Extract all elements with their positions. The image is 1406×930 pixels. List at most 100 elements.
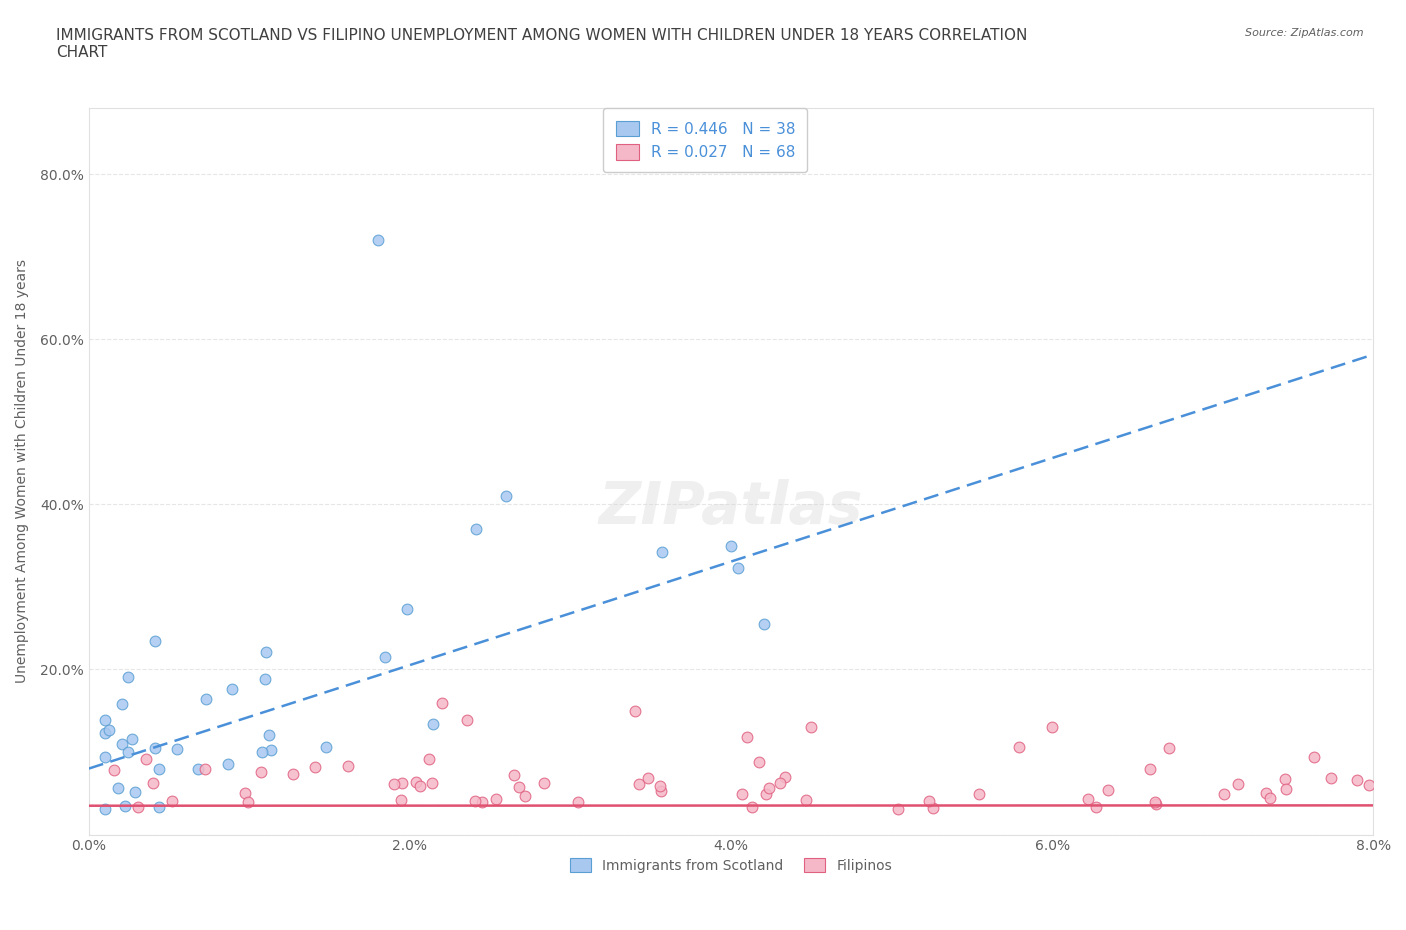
Point [1144, 796, 1167, 811]
Point [94, 802, 117, 817]
Point [752, 617, 775, 631]
Point [148, 800, 170, 815]
Point [148, 762, 170, 777]
Point [465, 522, 488, 537]
Point [741, 800, 763, 815]
Point [1084, 800, 1107, 815]
Point [735, 730, 758, 745]
Point [127, 799, 149, 814]
Point [217, 757, 239, 772]
Point [1254, 785, 1277, 800]
Point [1260, 790, 1282, 805]
Point [720, 538, 742, 553]
Point [94, 726, 117, 741]
Point [422, 717, 444, 732]
Point [110, 697, 132, 711]
Point [283, 767, 305, 782]
Point [107, 780, 129, 795]
Point [637, 770, 659, 785]
Point [1227, 777, 1250, 791]
Point [315, 739, 337, 754]
Point [253, 672, 276, 687]
Point [94, 713, 117, 728]
Y-axis label: Unemployment Among Women with Children Under 18 years: Unemployment Among Women with Children U… [15, 259, 30, 684]
Point [430, 695, 453, 710]
Point [114, 799, 136, 814]
Point [187, 762, 209, 777]
Point [515, 789, 537, 804]
Point [456, 712, 478, 727]
Point [391, 776, 413, 790]
Point [650, 778, 672, 793]
Point [650, 784, 672, 799]
Point [651, 544, 673, 559]
Point [758, 780, 780, 795]
Point [418, 751, 440, 766]
Point [918, 794, 941, 809]
Point [135, 751, 157, 766]
Point [1144, 794, 1167, 809]
Point [727, 561, 749, 576]
Point [1275, 782, 1298, 797]
Point [422, 776, 444, 790]
Point [502, 767, 524, 782]
Text: ZIPatlas: ZIPatlas [599, 479, 863, 536]
Point [796, 792, 818, 807]
Point [389, 792, 412, 807]
Point [921, 800, 943, 815]
Point [145, 741, 167, 756]
Point [1139, 762, 1161, 777]
Point [194, 762, 217, 777]
Point [1077, 791, 1099, 806]
Point [405, 774, 427, 789]
Point [367, 232, 389, 247]
Point [409, 778, 432, 793]
Point [887, 802, 910, 817]
Point [748, 754, 770, 769]
Point [304, 759, 326, 774]
Point [110, 737, 132, 751]
Point [1213, 787, 1236, 802]
Point [221, 682, 243, 697]
Point [250, 745, 273, 760]
Point [627, 777, 650, 791]
Legend: Immigrants from Scotland, Filipinos: Immigrants from Scotland, Filipinos [565, 853, 897, 879]
Point [755, 787, 778, 802]
Point [1008, 739, 1031, 754]
Point [485, 791, 508, 806]
Point [800, 720, 823, 735]
Point [160, 793, 183, 808]
Point [623, 703, 645, 718]
Point [374, 650, 396, 665]
Point [236, 795, 259, 810]
Point [124, 784, 146, 799]
Point [1358, 777, 1381, 792]
Point [567, 794, 589, 809]
Point [1320, 771, 1343, 786]
Point [143, 633, 166, 648]
Point [1097, 783, 1119, 798]
Point [1375, 795, 1398, 810]
Point [730, 787, 752, 802]
Point [1346, 773, 1368, 788]
Point [233, 786, 256, 801]
Point [396, 602, 419, 617]
Text: IMMIGRANTS FROM SCOTLAND VS FILIPINO UNEMPLOYMENT AMONG WOMEN WITH CHILDREN UNDE: IMMIGRANTS FROM SCOTLAND VS FILIPINO UNE… [56, 28, 1028, 60]
Point [195, 691, 218, 706]
Point [249, 764, 271, 779]
Point [117, 670, 139, 684]
Point [103, 763, 125, 777]
Point [1303, 750, 1326, 764]
Point [142, 775, 165, 790]
Point [1274, 772, 1296, 787]
Point [471, 795, 494, 810]
Point [1040, 720, 1063, 735]
Point [117, 745, 139, 760]
Point [94, 750, 117, 764]
Point [254, 644, 277, 659]
Point [508, 780, 530, 795]
Point [1157, 741, 1180, 756]
Point [464, 793, 486, 808]
Point [336, 759, 359, 774]
Point [257, 728, 280, 743]
